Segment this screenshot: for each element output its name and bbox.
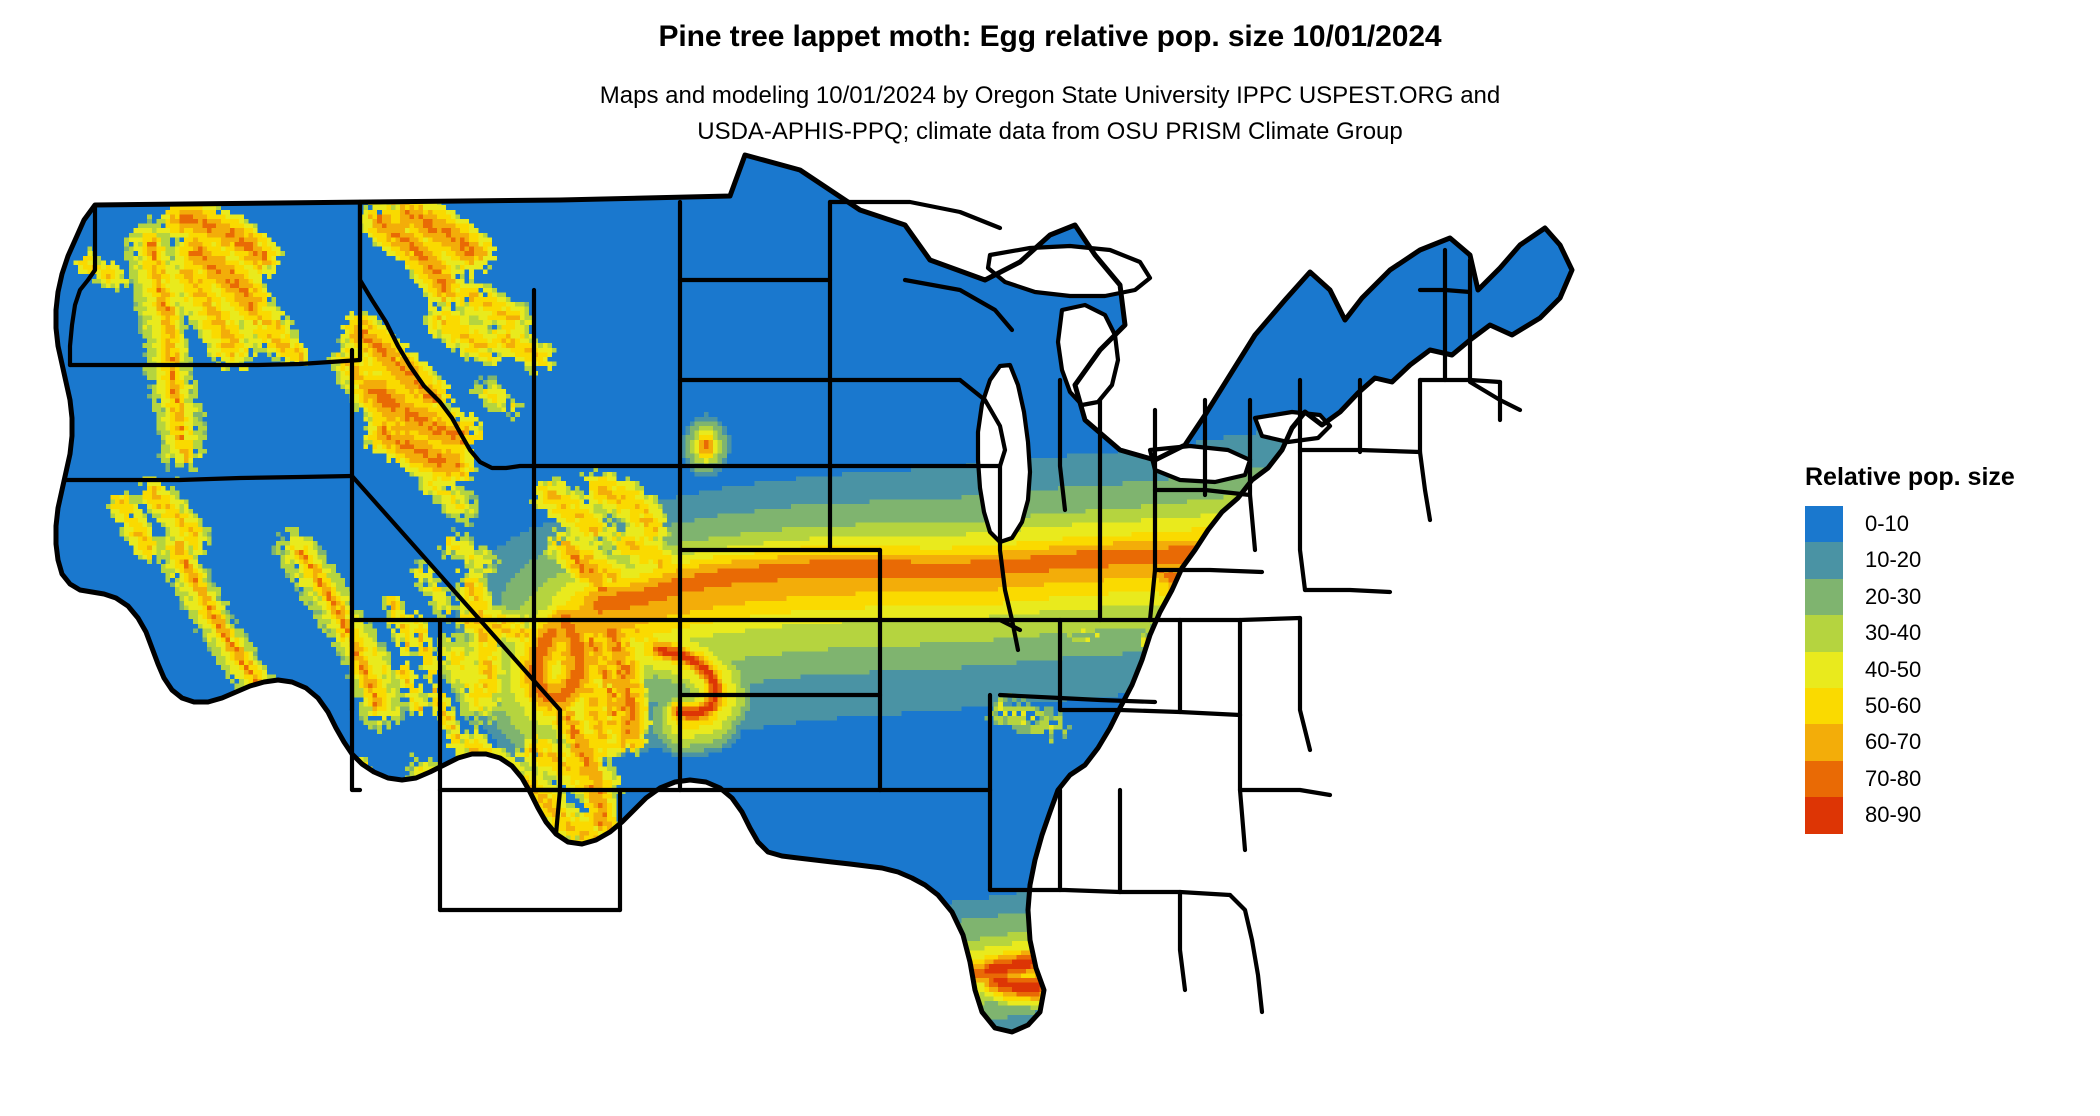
state-border-line (1227, 892, 1265, 1015)
state-border-line (997, 692, 1158, 705)
legend-row: 0-10 (1805, 506, 2085, 543)
legend-color-swatch (1805, 724, 1843, 761)
raster-class-10-20 (455, 412, 1472, 1032)
legend-label: 10-20 (1865, 547, 1922, 573)
legend-row: 20-30 (1805, 578, 2085, 616)
page-subtitle: Maps and modeling 10/01/2024 by Oregon S… (0, 78, 2100, 150)
raster-class-30-40 (87, 196, 1413, 1032)
legend-label: 60-70 (1865, 729, 1922, 755)
legend-color-swatch (1805, 542, 1843, 579)
raster-class-50-60 (78, 191, 1399, 1032)
subtitle-line-1: Maps and modeling 10/01/2024 by Oregon S… (599, 82, 1501, 109)
state-border-line (1297, 449, 1308, 593)
state-border-line (877, 617, 1023, 633)
state-border-line (1417, 449, 1433, 523)
legend-color-swatch (1805, 760, 1843, 798)
state-border-line (349, 473, 563, 713)
legend-row: 70-80 (1805, 760, 2085, 798)
state-borders (53, 152, 1575, 1035)
state-border-line (1247, 397, 1258, 553)
state-border-line (1057, 707, 1243, 718)
legend-color-swatch (1805, 578, 1843, 616)
legend-color-swatch (1805, 687, 1843, 725)
lake-polygon (1055, 302, 1121, 408)
state-border-line (67, 357, 363, 368)
legend-title: Relative pop. size (1805, 463, 2015, 491)
legend-label: 0-10 (1865, 511, 1910, 536)
legend-row: 80-90 (1805, 797, 2085, 834)
state-border-line (1152, 567, 1265, 575)
state-border-line (1237, 787, 1333, 798)
state-border-line (1147, 407, 1158, 623)
state-border-line (1152, 615, 1303, 623)
state-border-line (902, 277, 1015, 333)
legend-entries: 0-10 10-20 20-30 30-40 40-50 50-60 60-70 70-80 8… (1805, 506, 2085, 834)
legend-color-swatch (1805, 797, 1843, 834)
state-border-line (349, 707, 363, 793)
legend-row: 50-60 (1805, 687, 2085, 725)
subtitle-line-2: USDA-APHIS-PPQ; climate data from OSU PR… (697, 118, 1403, 145)
state-border-line (1297, 615, 1313, 753)
legend-label: 30-40 (1865, 620, 1922, 646)
raster-class-60-70 (92, 196, 1394, 1032)
legend-label: 70-80 (1865, 765, 1922, 791)
state-border-line (1057, 377, 1068, 513)
legend-color-swatch (1805, 651, 1843, 688)
state-border-line (957, 377, 1008, 469)
legend-row: 10-20 (1805, 542, 2085, 579)
state-border-line (1237, 712, 1248, 853)
legend-label: 40-50 (1865, 656, 1922, 682)
state-border-line (827, 199, 1003, 231)
legend-color-swatch (1805, 615, 1843, 652)
national-outline (53, 152, 1575, 1035)
state-border-line (67, 202, 98, 368)
state-border-line (1177, 889, 1188, 993)
map-canvas (0, 150, 1760, 1116)
state-border-line (1302, 587, 1393, 595)
lake-polygon (985, 243, 1153, 299)
state-border-line (1467, 379, 1523, 413)
legend-label: 20-30 (1865, 583, 1922, 609)
legend-label: 50-60 (1865, 692, 1922, 718)
state-border-line (987, 887, 1123, 895)
legend-row: 40-50 (1805, 651, 2085, 688)
legend-row: 30-40 (1805, 615, 2085, 652)
state-border-line (357, 199, 537, 471)
state-border-line (1117, 889, 1233, 898)
lake-polygon (1147, 443, 1253, 485)
map-legend: Relative pop. size 0-10 10-20 20-30 30-40 40… (1805, 462, 2085, 834)
page-title: Pine tree lappet moth: Egg relative pop.… (658, 20, 1442, 53)
state-border-line (997, 463, 1021, 653)
legend-color-swatch (1805, 506, 1843, 543)
legend-row: 60-70 (1805, 724, 2085, 761)
legend-label: 80-90 (1865, 802, 1922, 828)
state-border-line (1417, 377, 1503, 385)
state-border-line (63, 473, 355, 483)
us-choropleth-map (53, 152, 1575, 1035)
